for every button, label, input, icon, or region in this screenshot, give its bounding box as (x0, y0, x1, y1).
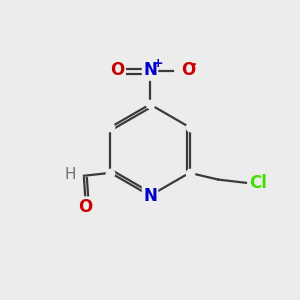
Text: O: O (110, 61, 124, 80)
Text: O: O (181, 61, 195, 80)
Text: H: H (64, 167, 76, 182)
Text: -: - (190, 57, 196, 71)
Text: N: N (143, 187, 157, 205)
Text: +: + (153, 57, 164, 70)
Text: O: O (78, 198, 93, 216)
Text: Cl: Cl (249, 174, 267, 192)
Text: N: N (143, 61, 157, 80)
